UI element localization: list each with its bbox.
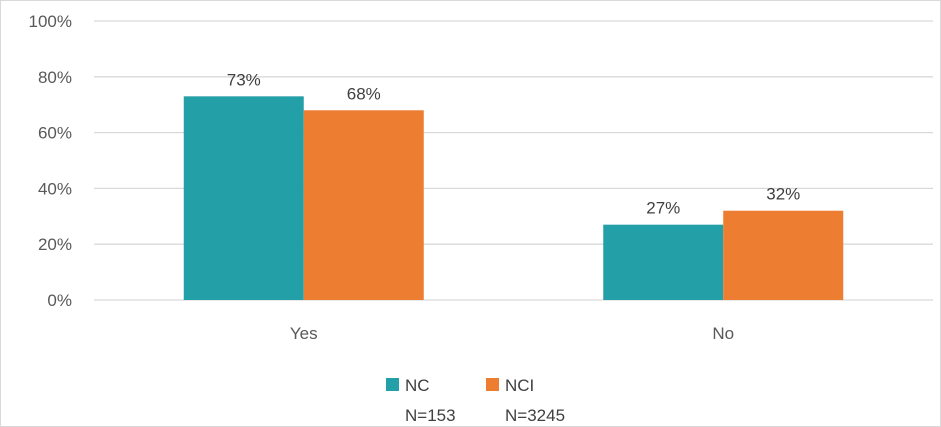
data-label: 73% [227, 70, 261, 89]
bar-nci-no [723, 210, 844, 300]
y-tick-label: 60% [38, 124, 72, 143]
legend-series-name: NC [405, 376, 430, 395]
y-tick-label: 0% [47, 291, 72, 310]
legend-swatch [386, 378, 399, 391]
data-label: 27% [646, 199, 680, 218]
legend-item-nc: NC N=153 [386, 376, 456, 425]
bars [183, 96, 844, 300]
category-labels: Yes No [290, 324, 734, 343]
data-label: 32% [766, 185, 800, 204]
y-tick-label: 40% [38, 179, 72, 198]
y-tick-label: 20% [38, 235, 72, 254]
legend-sample-size: N=3245 [505, 406, 565, 425]
y-tick-label: 100% [29, 12, 72, 31]
y-axis-tick-labels: 0% 20% 40% 60% 80% 100% [29, 12, 72, 310]
category-label: Yes [290, 324, 318, 343]
legend-sample-size: N=153 [405, 406, 456, 425]
data-label: 68% [347, 84, 381, 103]
legend-series-name: NCI [505, 376, 534, 395]
data-labels: 73% 68% 27% 32% [227, 70, 801, 217]
bar-nc-no [603, 224, 724, 300]
bar-nc-yes [183, 96, 304, 300]
legend-swatch [486, 378, 499, 391]
legend-item-nci: NCI N=3245 [486, 376, 565, 425]
y-tick-label: 80% [38, 68, 72, 87]
category-label: No [712, 324, 734, 343]
legend: NC N=153 NCI N=3245 [386, 376, 565, 425]
bar-nci-yes [303, 110, 424, 300]
